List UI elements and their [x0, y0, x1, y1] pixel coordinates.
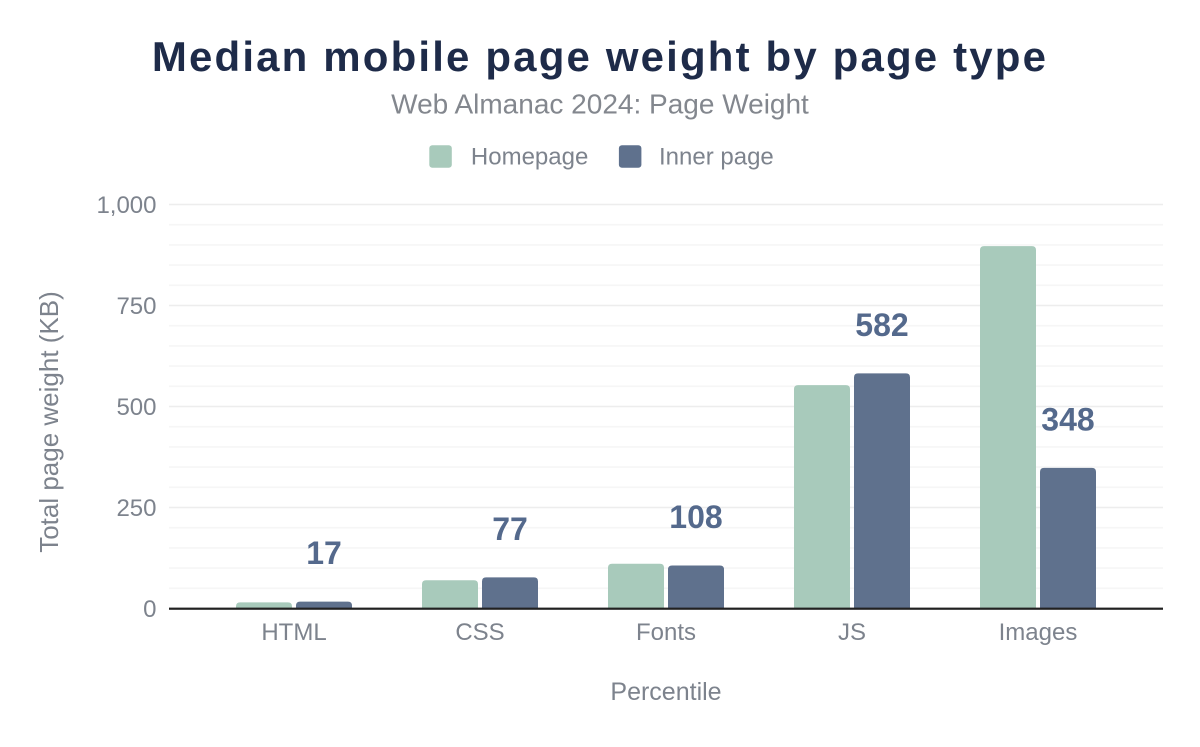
svg-text:Homepage: Homepage — [471, 143, 588, 170]
svg-text:500: 500 — [116, 394, 156, 421]
svg-text:HTML: HTML — [261, 619, 326, 646]
svg-text:0: 0 — [143, 596, 156, 623]
svg-text:Total page weight (KB): Total page weight (KB) — [34, 291, 64, 553]
svg-text:750: 750 — [116, 293, 156, 320]
svg-text:Median mobile page weight by p: Median mobile page weight by page type — [152, 33, 1048, 80]
svg-text:108: 108 — [669, 499, 722, 535]
svg-text:Fonts: Fonts — [636, 619, 696, 646]
svg-text:Web Almanac 2024: Page Weight: Web Almanac 2024: Page Weight — [391, 89, 809, 120]
svg-text:1,000: 1,000 — [96, 192, 156, 219]
svg-text:348: 348 — [1041, 401, 1094, 437]
svg-text:Percentile: Percentile — [610, 678, 721, 706]
svg-text:Images: Images — [999, 619, 1078, 646]
svg-text:250: 250 — [116, 495, 156, 522]
svg-text:Inner page: Inner page — [659, 143, 774, 170]
svg-text:JS: JS — [838, 619, 866, 646]
svg-text:77: 77 — [492, 511, 528, 547]
svg-text:582: 582 — [855, 307, 908, 343]
svg-text:CSS: CSS — [455, 619, 504, 646]
svg-text:17: 17 — [306, 535, 342, 571]
